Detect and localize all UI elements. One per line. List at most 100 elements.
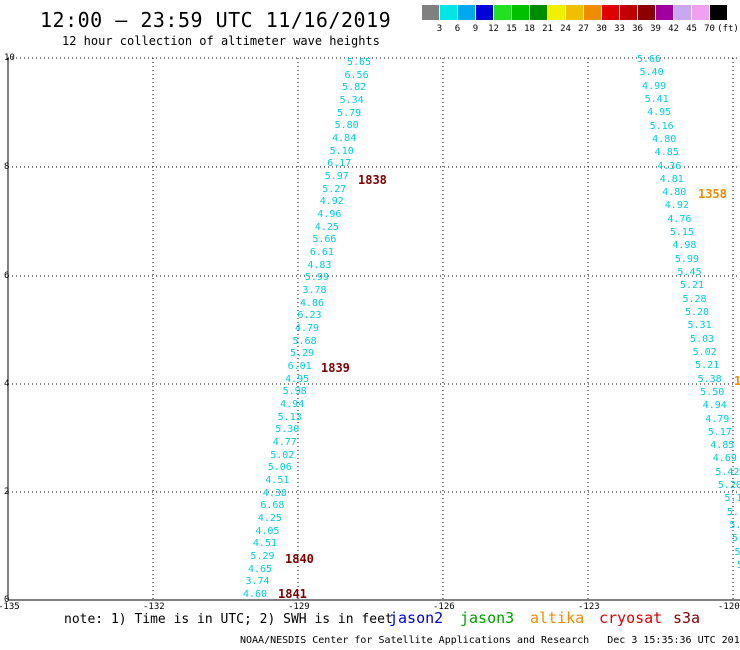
track-value: 5.02: [270, 449, 295, 461]
track-value: 5.29: [290, 348, 315, 360]
credit-text: NOAA/NESDIS Center for Satellite Applica…: [240, 635, 590, 646]
track-value: 6.68: [260, 500, 285, 512]
footer-note: note: 1) Time is in UTC; 2) SWH is in fe…: [64, 612, 393, 627]
legend-swatch: [656, 5, 673, 20]
track-value: 4.05: [255, 525, 280, 537]
track-value: 4.95: [647, 107, 672, 119]
track-value: 4.69: [712, 453, 737, 465]
legend-swatch: [620, 5, 637, 20]
time-mark: 1838: [358, 173, 387, 187]
track-value: 5.21: [679, 280, 705, 292]
track-value: 5.28: [682, 293, 707, 305]
track-value: 4.65: [247, 563, 273, 575]
legend-swatch: [602, 5, 619, 20]
track-value: 4.80: [652, 133, 677, 145]
track-value: 4.95: [285, 373, 310, 385]
x-tick-label: -132: [143, 602, 165, 612]
track-value: 4.85: [710, 440, 735, 452]
legend-label: 12: [488, 24, 499, 34]
track-value: 4.98: [672, 240, 697, 252]
legend-label: 27: [578, 24, 589, 34]
legend-label: 24: [560, 24, 571, 34]
track-value: 4.92: [319, 196, 344, 208]
track-value: 4.81: [659, 173, 684, 185]
y-tick-label: 8: [4, 162, 10, 172]
track-value: 4.60: [243, 589, 268, 600]
legend-label: 70: [704, 24, 715, 34]
track-value: 6.01: [287, 361, 312, 372]
y-tick-label: 6: [4, 271, 10, 281]
x-tick-label: -135: [0, 602, 20, 612]
track-value: 5.66: [637, 54, 662, 65]
track-value: 6.61: [309, 247, 334, 258]
track-value: 4.51: [265, 475, 290, 486]
track-value: 5.97: [324, 171, 349, 182]
legend-swatch: [476, 5, 493, 20]
track-value: 4.96: [317, 209, 342, 220]
track-value: 5.50: [700, 386, 725, 398]
legend-label: 9: [472, 24, 479, 34]
satellite-label: s3a: [673, 609, 701, 627]
legend-swatch: [458, 5, 475, 20]
track-value: 4.92: [664, 200, 689, 212]
track-value: 4.79: [705, 413, 730, 425]
satellite-label: jason2: [389, 609, 444, 627]
legend-label: 21: [542, 24, 553, 34]
track-value: 6.17: [327, 158, 352, 170]
track-value: 5.65: [347, 57, 372, 68]
track-value: 5.02: [692, 346, 717, 358]
legend-label: 36: [632, 24, 643, 34]
track-value: 5.30: [275, 424, 300, 436]
legend-swatch: [674, 5, 691, 20]
track-value: 5.: [731, 533, 740, 545]
time-mark: 1840: [285, 552, 314, 566]
track-value: 5.34: [339, 95, 364, 106]
legend-swatch: [638, 5, 655, 20]
legend-swatch: [566, 5, 583, 20]
track-value: 4.85: [654, 147, 679, 159]
track-value: 5.79: [337, 107, 362, 119]
track-value: 5.45: [677, 267, 702, 279]
track-value: 5.20: [717, 480, 740, 492]
track-value: 5.42: [715, 466, 740, 478]
track-value: 5.1: [724, 493, 740, 505]
track-value: 5.: [729, 520, 740, 532]
track-value: 5.40: [639, 67, 664, 79]
satellite-label: altika: [530, 609, 585, 627]
map-title: 12:00 – 23:59 UTC 11/16/2019: [40, 8, 392, 32]
time-mark: 1839: [321, 361, 350, 375]
legend-label: 3: [436, 24, 443, 34]
track-value: 5.06: [267, 462, 292, 474]
legend-swatch: [440, 5, 457, 20]
time-mark: 1: [734, 374, 740, 388]
y-tick-label: 0: [4, 595, 10, 605]
track-value: 5.41: [644, 93, 669, 105]
legend-label: 45: [686, 24, 697, 34]
x-tick-label: -129: [288, 602, 310, 612]
x-tick-label: -120: [718, 602, 740, 612]
track-value: 5: [734, 546, 740, 558]
legend-label: 18: [524, 24, 535, 34]
legend-label: 30: [596, 24, 607, 34]
track-value: 4.80: [662, 187, 687, 199]
legend-swatch: [530, 5, 547, 20]
track-value: 5.66: [312, 234, 337, 246]
track-value: 4.79: [295, 323, 320, 334]
legend-swatch: [494, 5, 511, 20]
legend-label: 42: [668, 24, 679, 34]
track-value: 6.23: [297, 310, 322, 322]
track-value: 5.15: [669, 227, 694, 239]
track-value: 4.25: [257, 513, 282, 524]
track-value: 4.83: [307, 259, 332, 271]
track-value: 5.99: [674, 253, 699, 265]
track-value: 3.78: [302, 285, 327, 296]
track-value: 5.98: [282, 386, 307, 398]
track-value: 4.36: [657, 160, 682, 172]
x-tick-label: -123: [578, 602, 600, 612]
map-subtitle: 12 hour collection of altimeter wave hei…: [62, 34, 380, 48]
track-value: 6.56: [344, 69, 369, 81]
track-value: 4.76: [667, 213, 692, 225]
legend-swatch: [692, 5, 709, 20]
